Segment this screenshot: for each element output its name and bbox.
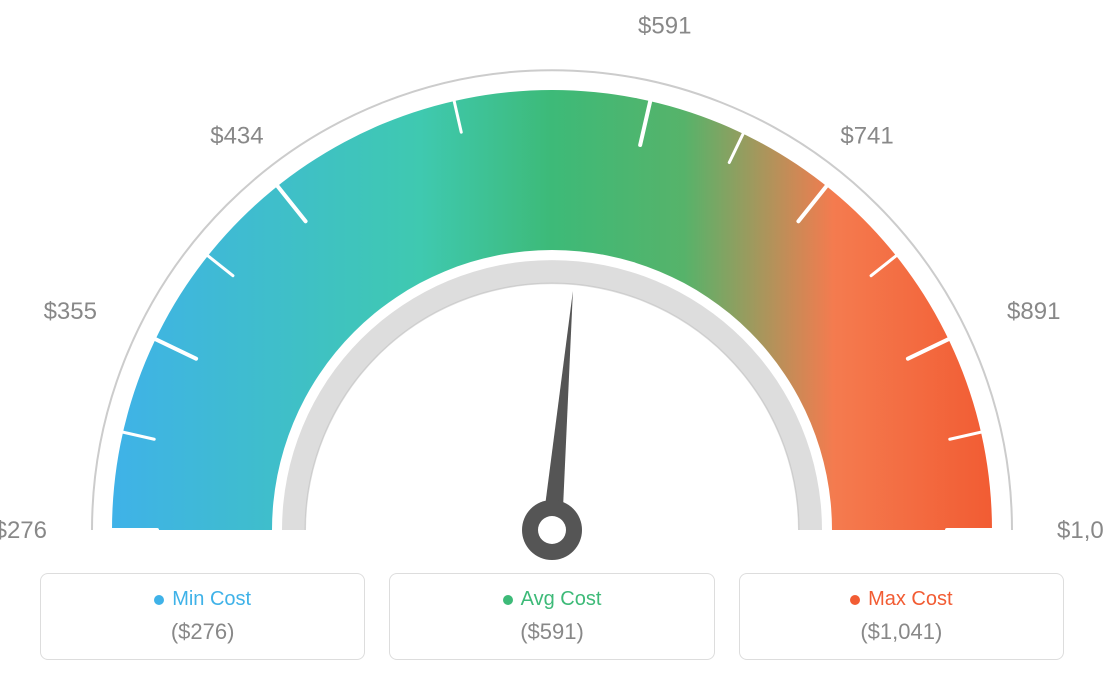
- legend-dot-avg: [503, 595, 513, 605]
- legend-value-min: ($276): [61, 619, 344, 645]
- gauge-tick-label: $741: [840, 122, 893, 149]
- legend-title-min: Min Cost: [172, 588, 251, 611]
- gauge-tick-label: $355: [44, 298, 97, 325]
- legend-dot-min: [154, 595, 164, 605]
- legend-value-max: ($1,041): [760, 619, 1043, 645]
- gauge-tick-label: $276: [0, 517, 47, 544]
- legend-value-avg: ($591): [410, 619, 693, 645]
- gauge-needle: [542, 291, 573, 531]
- legend-header-avg: Avg Cost: [410, 588, 693, 611]
- legend-dot-max: [850, 595, 860, 605]
- gauge-tick-label: $891: [1007, 298, 1060, 325]
- gauge-tick-label: $434: [210, 122, 263, 149]
- legend-title-max: Max Cost: [868, 588, 952, 611]
- gauge-chart: $276 $355 $434 $591 $741 $891 $1,041: [0, 0, 1104, 560]
- legend-card-min: Min Cost ($276): [40, 573, 365, 660]
- gauge-tick-label: $591: [638, 13, 691, 40]
- gauge-tick-label: $1,041: [1057, 517, 1104, 544]
- legend-row: Min Cost ($276) Avg Cost ($591) Max Cost…: [40, 573, 1064, 660]
- gauge-svg: $276 $355 $434 $591 $741 $891 $1,041: [0, 0, 1104, 560]
- legend-card-avg: Avg Cost ($591): [389, 573, 714, 660]
- legend-card-max: Max Cost ($1,041): [739, 573, 1064, 660]
- legend-title-avg: Avg Cost: [521, 588, 602, 611]
- chart-container: $276 $355 $434 $591 $741 $891 $1,041 Min Cost …: [0, 0, 1104, 690]
- legend-header-max: Max Cost: [760, 588, 1043, 611]
- legend-header-min: Min Cost: [61, 588, 344, 611]
